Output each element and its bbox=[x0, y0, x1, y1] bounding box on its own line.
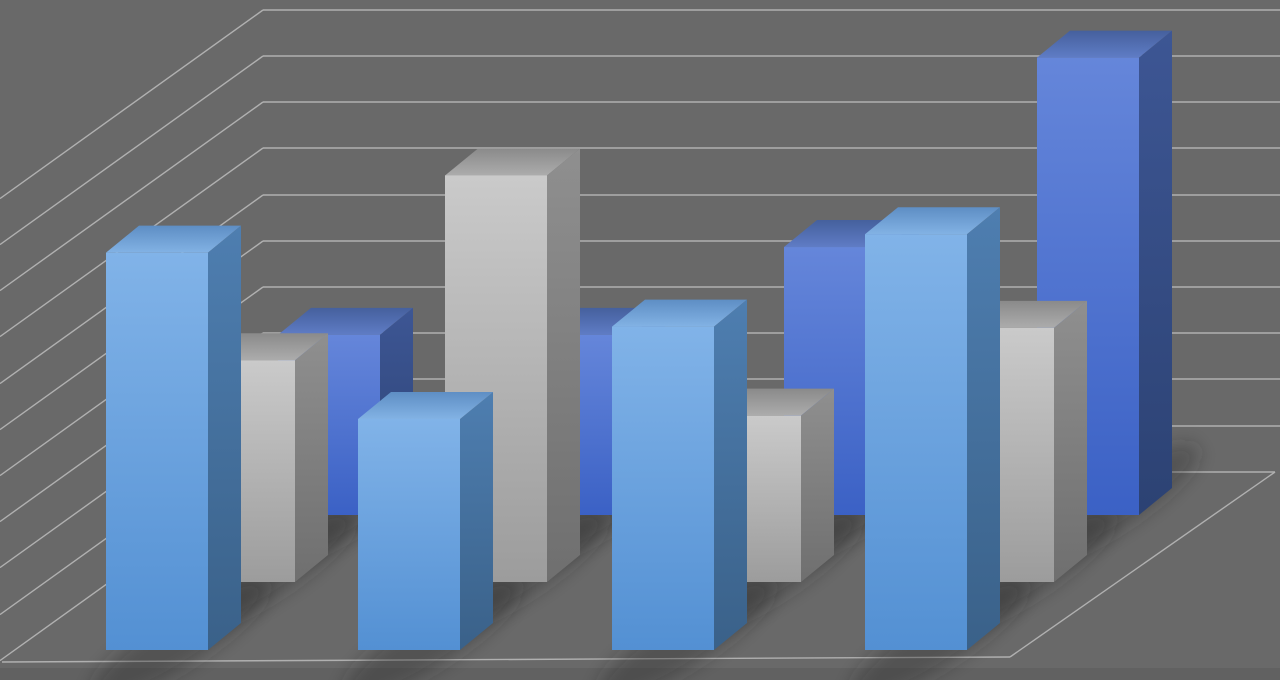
bar-back-4-top bbox=[1037, 30, 1172, 58]
bar-front-2-front bbox=[358, 419, 460, 650]
bar-front-4-side bbox=[967, 207, 1000, 650]
wall-gridline-diagonal bbox=[0, 9, 264, 200]
bar-front-1-top bbox=[106, 225, 241, 253]
bar-middle-3-side bbox=[801, 388, 834, 582]
bar-front-3-top bbox=[612, 299, 747, 327]
floor-right-edge bbox=[1009, 471, 1276, 658]
bar-front-1-side bbox=[208, 225, 241, 650]
bar-front-3-side bbox=[714, 299, 747, 650]
bar-middle-2-top bbox=[445, 148, 580, 176]
wall-gridline-diagonal bbox=[0, 55, 264, 246]
bar-front-2-side bbox=[460, 392, 493, 650]
bar-back-4-side bbox=[1139, 30, 1172, 516]
bar-front-1-front bbox=[106, 252, 208, 650]
bar-middle-4-side bbox=[1054, 300, 1087, 582]
bar-front-4-top bbox=[865, 207, 1000, 235]
bar-middle-1-side bbox=[295, 333, 328, 582]
bar-front-2-top bbox=[358, 392, 493, 419]
bar-front-3-front bbox=[612, 326, 714, 650]
bar-front-4-front bbox=[865, 234, 967, 650]
wall-gridline-diagonal bbox=[0, 101, 264, 292]
bar-middle-2-side bbox=[547, 148, 580, 582]
bar-back-1-top bbox=[278, 307, 413, 335]
